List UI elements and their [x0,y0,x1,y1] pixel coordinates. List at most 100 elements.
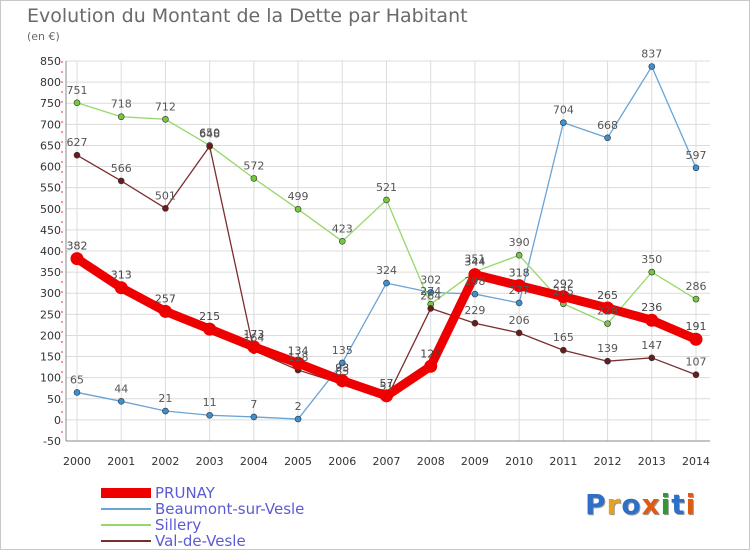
data-point [338,359,346,367]
legend-label-val-de-vesle: Val-de-Vesle [155,532,246,550]
data-label: 107 [686,356,707,369]
data-label: 501 [155,189,176,202]
data-label: 51 [380,380,394,393]
x-tick-label: 2000 [63,455,91,468]
data-label: 65 [70,373,84,386]
data-point [692,371,700,379]
data-label: 597 [686,149,707,162]
data-point [468,268,482,282]
y-tick-label: 600 [40,161,61,174]
logo-letter: t [671,488,686,521]
logo-letter: i [685,488,697,521]
data-point [604,320,611,327]
data-label: 313 [111,269,132,282]
legend-label-beaumont: Beaumont-sur-Vesle [155,500,305,518]
data-point [648,268,656,276]
data-label: 93 [335,362,349,375]
data-label: 44 [114,382,128,395]
data-point [383,279,390,287]
data-point [380,389,393,403]
data-label: 2 [295,400,302,413]
data-label: 627 [67,136,88,149]
data-point [648,63,656,70]
data-point [73,99,81,107]
legend-item-prunay[interactable]: PRUNAY [101,484,304,502]
data-label: 264 [420,289,441,302]
data-label: 21 [158,392,172,405]
y-tick-label: 500 [40,203,61,216]
y-tick-label: 50 [47,393,61,406]
data-point [556,290,570,304]
data-label: 704 [553,104,574,117]
data-label: 257 [155,292,176,305]
data-point [645,313,659,327]
data-point [114,281,128,295]
data-point [560,119,567,126]
data-label: 423 [332,222,353,235]
legend-swatch-beaumont [101,508,151,510]
y-tick-label: 700 [40,118,61,131]
x-tick-label: 2006 [328,455,356,468]
data-label: 390 [509,236,530,249]
data-label: 298 [464,275,485,288]
y-tick-label: 450 [40,224,61,237]
x-tick-label: 2013 [638,455,666,468]
data-point [689,332,703,346]
data-label: 134 [288,344,309,357]
legend-item-beaumont[interactable]: Beaumont-sur-Vesle [101,500,305,518]
x-tick-label: 2009 [461,455,489,468]
data-point [338,237,346,245]
data-label: 228 [597,305,618,318]
data-point [294,205,302,213]
x-tick-label: 2001 [107,455,135,468]
data-label: 127 [420,347,441,360]
data-point [162,205,169,212]
x-tick-label: 2010 [505,455,533,468]
data-label: 344 [464,256,485,269]
y-tick-label: 750 [40,97,61,110]
data-label: 275 [553,285,574,298]
y-tick-label: 350 [40,266,61,279]
legend-label-prunay: PRUNAY [155,484,215,502]
logo-letter: i [660,488,672,521]
y-tick-label: 100 [40,372,61,385]
data-point [162,115,169,123]
data-label: 566 [111,162,132,175]
chart-title: Evolution du Montant de la Dette par Hab… [27,5,468,27]
legend-item-sillery[interactable]: Sillery [101,516,304,534]
logo-letter: o [621,488,642,521]
data-label: 135 [332,344,353,357]
data-point [383,196,390,204]
y-tick-label: 0 [54,414,61,427]
chart-unit-label: (en €) [27,30,60,43]
data-label: 499 [288,190,309,203]
data-label: 650 [199,126,220,139]
data-point [73,389,81,396]
data-point [117,398,125,405]
x-tick-label: 2008 [417,455,445,468]
data-point [206,142,213,150]
data-point [604,134,611,142]
y-tick-label: -50 [43,435,61,448]
x-tick-label: 2007 [373,455,401,468]
data-label: 11 [203,396,217,409]
data-point [70,252,84,266]
legend-item-val-de-vesle[interactable]: Val-de-Vesle [101,532,304,550]
data-label: 648 [199,127,220,140]
legend-swatch-val-de-vesle [101,540,151,542]
data-label: 324 [376,264,397,277]
data-point [247,340,261,354]
data-label: 382 [67,240,88,253]
data-label: 57 [380,377,394,390]
data-point [515,299,523,307]
data-point [424,359,438,373]
data-label: 521 [376,181,397,194]
data-label: 139 [597,342,618,355]
data-point [291,356,305,370]
y-tick-label: 800 [40,76,61,89]
data-label: 350 [641,253,662,266]
data-point [162,407,169,415]
data-label: 85 [335,365,349,378]
data-label: 265 [597,289,618,302]
